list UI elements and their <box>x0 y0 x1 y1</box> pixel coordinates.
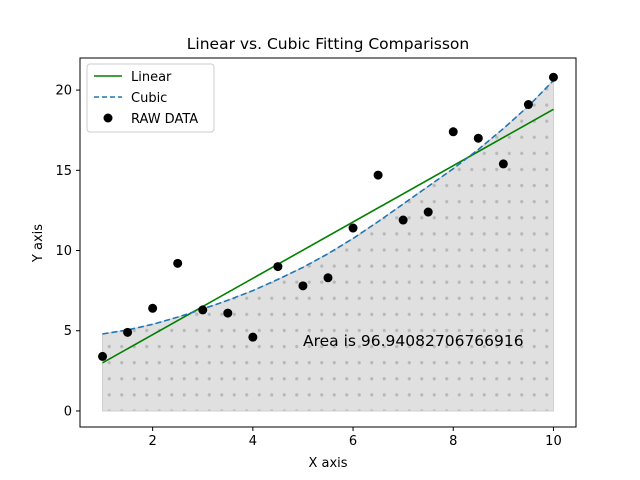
x-axis-label: X axis <box>308 456 347 471</box>
data-point <box>373 170 383 180</box>
plot-area <box>98 72 558 412</box>
y-tick-label: 0 <box>64 404 72 419</box>
y-axis-label: Y axis <box>31 224 46 263</box>
data-point <box>398 215 408 225</box>
y-tick-label: 10 <box>55 244 72 259</box>
data-point <box>198 305 208 315</box>
data-point <box>223 308 233 318</box>
data-point <box>448 127 458 137</box>
x-tick-label: 10 <box>545 434 562 449</box>
data-point <box>323 273 333 283</box>
data-point <box>423 207 433 217</box>
area-annotation: Area is 96.94082706766916 <box>303 332 524 350</box>
data-point <box>148 303 158 313</box>
data-point <box>248 332 258 342</box>
data-point <box>173 258 183 268</box>
x-tick-label: 2 <box>149 434 157 449</box>
axes-frame <box>79 57 577 428</box>
x-tick-label: 4 <box>249 434 257 449</box>
data-point <box>523 100 533 110</box>
x-tick-label: 6 <box>349 434 357 449</box>
legend-marker-raw-data <box>103 113 113 123</box>
data-point <box>473 133 483 143</box>
chart-title: Linear vs. Cubic Fitting Comparisson <box>187 35 469 53</box>
legend-label-linear: Linear <box>131 70 172 85</box>
legend: Linear Cubic RAW DATA <box>86 63 215 133</box>
data-point <box>298 281 308 291</box>
series-line-linear <box>102 108 554 364</box>
series-line-cubic <box>102 79 555 335</box>
legend-box <box>86 63 215 133</box>
data-point <box>98 351 108 361</box>
legend-label-cubic: Cubic <box>131 91 167 106</box>
legend-label-raw-data: RAW DATA <box>131 112 198 127</box>
y-axis: 0 5 10 15 20 <box>55 84 80 419</box>
data-point <box>273 262 283 272</box>
data-point <box>348 223 358 233</box>
x-axis: 2 4 6 8 10 <box>149 427 562 449</box>
data-point <box>548 72 558 82</box>
y-tick-label: 20 <box>55 84 72 99</box>
y-tick-label: 5 <box>64 324 72 339</box>
x-tick-label: 8 <box>449 434 457 449</box>
data-point <box>498 159 508 169</box>
data-point <box>123 327 133 337</box>
y-tick-label: 15 <box>55 164 72 179</box>
